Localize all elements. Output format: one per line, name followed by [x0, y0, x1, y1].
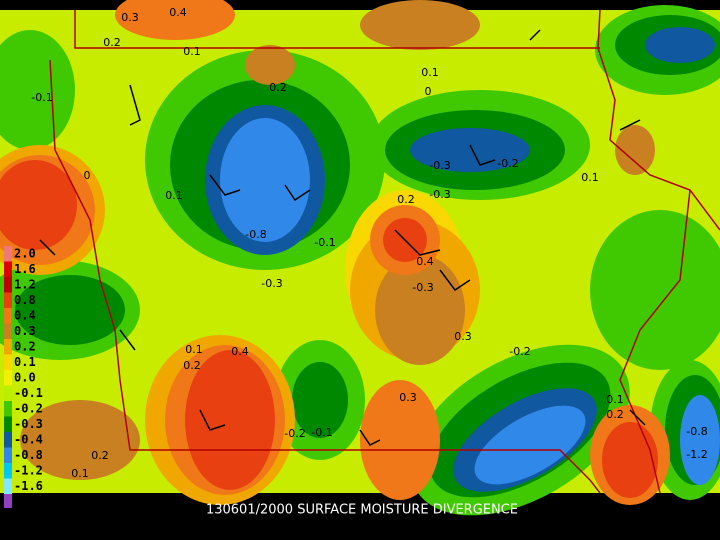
- field-area: [615, 125, 655, 175]
- border: [49, 59, 601, 494]
- contour-label: -0.3: [412, 281, 433, 294]
- legend-swatch: [4, 385, 12, 401]
- contour-label: -0.1: [314, 236, 335, 249]
- border: [619, 189, 691, 494]
- contour-label: 0.4: [169, 6, 187, 19]
- field-area: [0, 160, 77, 250]
- legend-label: -1.6: [14, 479, 43, 493]
- legend-swatch: [4, 494, 12, 508]
- legend-label: 0.4: [14, 308, 36, 322]
- contour-label: 0.3: [399, 391, 417, 404]
- contour-label: 0.2: [103, 36, 121, 49]
- contour-label: 0.1: [165, 189, 183, 202]
- contour-label: 0.2: [606, 408, 624, 421]
- legend-swatch: [4, 416, 12, 432]
- field-area: [220, 118, 310, 242]
- field-area: [20, 400, 140, 480]
- legend-label: -0.2: [14, 401, 43, 415]
- legend-swatch: [4, 478, 12, 494]
- contour-labels: 0.3 0.40.20.10.20.10-0.100.1-0.8-0.1-0.30…: [31, 6, 707, 480]
- legend-swatch: [4, 292, 12, 308]
- legend-label: 0.0: [14, 370, 36, 384]
- contour-label: 0.1: [183, 45, 201, 58]
- contour-label: -0.1: [31, 91, 52, 104]
- legend-label: -1.2: [14, 463, 43, 477]
- field-area: [410, 128, 530, 172]
- contour-label: 0.2: [397, 193, 415, 206]
- contour-label: -0.3: [261, 277, 282, 290]
- contour-label: -0.2: [284, 427, 305, 440]
- legend-label: 0.3: [14, 324, 36, 338]
- contour-label: 0.1: [421, 66, 439, 79]
- border: [74, 10, 600, 49]
- contour-label: 0.3: [121, 11, 139, 24]
- legend-label: -0.4: [14, 432, 43, 446]
- field-area: [245, 45, 295, 85]
- legend: 2.01.61.20.80.40.30.20.10.0-0.1-0.2-0.3-…: [4, 246, 43, 508]
- legend-label: -0.3: [14, 417, 43, 431]
- legend-label: 0.2: [14, 339, 36, 353]
- legend-swatch: [4, 447, 12, 463]
- barb: [39, 29, 646, 446]
- contour-label: 0.3: [454, 330, 472, 343]
- legend-label: -0.1: [14, 386, 43, 400]
- field-area: [590, 210, 720, 370]
- contour-label: 0.1: [71, 467, 89, 480]
- field-area: [360, 380, 440, 500]
- contour-label: 0: [84, 169, 91, 182]
- field-area: [474, 405, 586, 485]
- legend-swatch: [4, 246, 12, 262]
- legend-swatch: [4, 370, 12, 386]
- legend-swatch: [4, 261, 12, 277]
- contour-label: 0.2: [91, 449, 109, 462]
- legend-swatch: [4, 354, 12, 370]
- contour-label: -0.3: [429, 188, 450, 201]
- field-area: [375, 255, 465, 365]
- contour-label: -0.8: [245, 228, 266, 241]
- contour-label: 0.2: [269, 81, 287, 94]
- contour-label: -0.2: [497, 157, 518, 170]
- contour-label: 0.1: [581, 171, 599, 184]
- field-area: [292, 362, 348, 438]
- legend-swatch: [4, 277, 12, 293]
- legend-label: -0.8: [14, 448, 43, 462]
- contour-label: 0.2: [183, 359, 201, 372]
- contour-label: 0.1: [185, 343, 203, 356]
- contour-label: -1.2: [686, 448, 707, 461]
- wind-barbs: [39, 29, 646, 446]
- legend-label: 2.0: [14, 246, 36, 260]
- field-area: [680, 395, 720, 485]
- field-area: [360, 0, 480, 50]
- contour-label: -0.8: [686, 425, 707, 438]
- legend-swatch: [4, 308, 12, 324]
- legend-swatch: [4, 432, 12, 448]
- legend-label: 1.2: [14, 277, 36, 291]
- contour-label: -0.2: [509, 345, 530, 358]
- field-area: [602, 422, 658, 498]
- field-area: [15, 275, 125, 345]
- field-area: [185, 350, 275, 490]
- field-area: [645, 27, 715, 63]
- legend-swatch: [4, 323, 12, 339]
- legend-swatch: [4, 339, 12, 355]
- contour-label: 0: [425, 85, 432, 98]
- field-area: [0, 30, 75, 150]
- contour-label: -0.3: [429, 159, 450, 172]
- legend-swatch: [4, 401, 12, 417]
- legend-label: 0.8: [14, 293, 36, 307]
- state-borders: [49, 9, 720, 494]
- contour-label: 0.4: [416, 255, 434, 268]
- legend-label: 0.1: [14, 355, 36, 369]
- contour-label: -0.1: [311, 426, 332, 439]
- field-area: [115, 0, 235, 40]
- contour-label: 0.1: [606, 393, 624, 406]
- legend-swatch: [4, 463, 12, 479]
- legend-label: 1.6: [14, 262, 36, 276]
- contour-label: 0.4: [231, 345, 249, 358]
- caption: 130601/2000 SURFACE MOISTURE DIVERGENCE: [206, 503, 518, 518]
